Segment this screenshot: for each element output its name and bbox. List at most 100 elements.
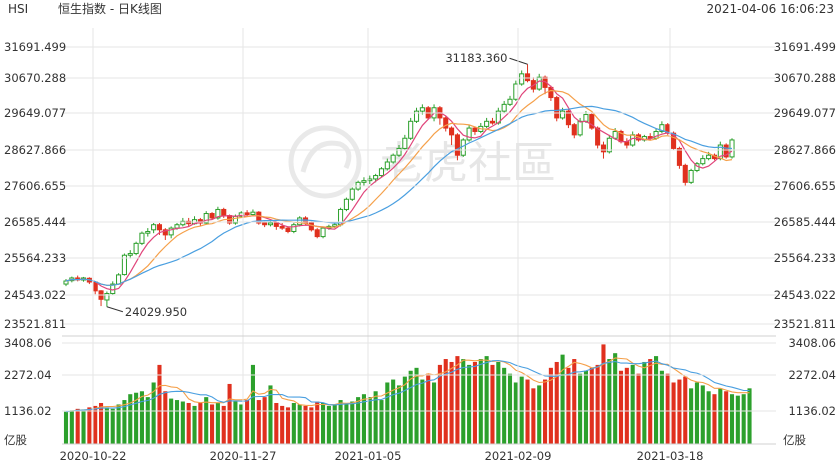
candle-body	[653, 130, 659, 139]
volume-bar	[589, 367, 594, 444]
candle-body	[314, 229, 320, 238]
volume-bar	[180, 401, 185, 444]
watermark-logo-icon	[288, 125, 362, 199]
candle-body	[378, 168, 385, 177]
candle-body	[273, 222, 279, 227]
candle-body	[110, 283, 116, 295]
price-ma10-line	[65, 89, 733, 286]
axes: 31691.499 31691.499 30670.288 30670.288 2964…	[4, 28, 836, 463]
candle-body	[332, 224, 338, 227]
candle-body	[145, 230, 151, 234]
candle-body	[682, 164, 688, 183]
volume-bar	[729, 394, 735, 444]
volume-tick-label-left: 2272.04	[4, 368, 52, 382]
candle-body	[139, 232, 145, 244]
volume-bar	[671, 382, 676, 444]
volume-bar	[583, 370, 588, 444]
volume-bar	[204, 397, 209, 444]
volume-bar	[157, 364, 162, 444]
candle-body	[384, 161, 390, 170]
price-tick-label-right: 27606.655	[774, 179, 836, 193]
candle-body	[472, 127, 478, 132]
price-tick-label-right: 26585.444	[774, 215, 836, 229]
chart-title: 恒生指数 - 日K线图	[58, 1, 162, 16]
volume-bar	[449, 361, 454, 444]
volume-bar	[151, 382, 156, 444]
candle-body	[402, 137, 408, 149]
candle-body	[133, 242, 139, 255]
candle-body	[209, 213, 215, 219]
candle-body	[256, 211, 262, 224]
volume-bar	[554, 361, 559, 444]
candle-body	[484, 120, 490, 127]
price-tick-label-left: 27606.655	[4, 179, 66, 193]
candle-body	[454, 134, 460, 156]
volume-bar	[256, 400, 261, 444]
volume-bar	[437, 364, 442, 444]
volume-bar	[63, 411, 69, 444]
price-tick-label-left: 28627.866	[4, 143, 66, 157]
volume-bar	[93, 405, 98, 444]
volume-bar	[373, 391, 378, 444]
volume-tick-label-right: 1136.02	[788, 404, 836, 418]
volume-bar	[630, 364, 635, 444]
watermark-logo-mark	[300, 140, 352, 173]
volume-bar	[502, 367, 507, 444]
candle-body	[180, 220, 186, 226]
volume-bar	[677, 379, 682, 444]
candle-body	[244, 212, 250, 216]
volume-bar	[724, 391, 729, 444]
volume-bar	[689, 388, 694, 444]
candle-body	[513, 83, 519, 100]
volume-bar	[87, 407, 92, 444]
volume-bar	[566, 367, 571, 444]
volume-bar	[128, 394, 133, 444]
candle-body	[121, 254, 127, 276]
price-tick-label-left: 23521.811	[4, 317, 66, 331]
volume-bar	[560, 354, 565, 444]
volume-bar	[321, 402, 326, 444]
volume-bar	[443, 359, 448, 444]
candle-body	[291, 224, 297, 232]
low-annotation-label: 24029.950	[125, 305, 187, 319]
price-tick-label-left: 25564.233	[4, 251, 66, 265]
date-tick-label: 2021-02-09	[485, 449, 552, 463]
price-tick-label-left: 30670.288	[4, 71, 66, 85]
volume-bar	[309, 407, 314, 444]
volume-bar	[291, 402, 296, 444]
candle-body	[606, 137, 612, 153]
volume-bar	[361, 394, 366, 444]
candle-body	[262, 222, 268, 226]
candle-body	[501, 103, 507, 112]
volume-bar	[99, 402, 104, 444]
price-tick-label-left: 29649.077	[4, 106, 66, 120]
high-annotation-label: 31183.360	[445, 51, 507, 65]
volume-bar	[280, 405, 285, 444]
candle-body	[104, 293, 110, 301]
volume-bar	[519, 376, 524, 444]
volume-bar	[507, 373, 513, 444]
volume-bar	[326, 405, 331, 444]
volume-bar	[455, 356, 460, 444]
volume-bar	[268, 385, 273, 444]
volume-bar	[543, 379, 548, 444]
volume-bar	[116, 404, 121, 444]
volume-ma5-line	[65, 357, 750, 413]
price-tick-label-right: 30670.288	[774, 71, 836, 85]
volume-bar	[636, 373, 641, 444]
candle-body	[408, 120, 414, 139]
volume-bar	[694, 382, 699, 444]
candle-body	[162, 229, 168, 236]
volume-bar	[531, 388, 536, 444]
volume-bar	[250, 364, 255, 444]
volume-bar	[81, 409, 86, 444]
timestamp-label: 2021-04-06 16:06:23	[707, 2, 834, 16]
date-tick-label: 2020-11-27	[210, 449, 277, 463]
volume-bar	[396, 385, 402, 444]
volume-bar	[332, 404, 337, 444]
volume-bar	[654, 356, 659, 444]
volume-bar	[139, 391, 144, 444]
volume-bar	[303, 405, 308, 444]
candle-body	[571, 124, 577, 136]
volume-bar	[700, 385, 705, 444]
